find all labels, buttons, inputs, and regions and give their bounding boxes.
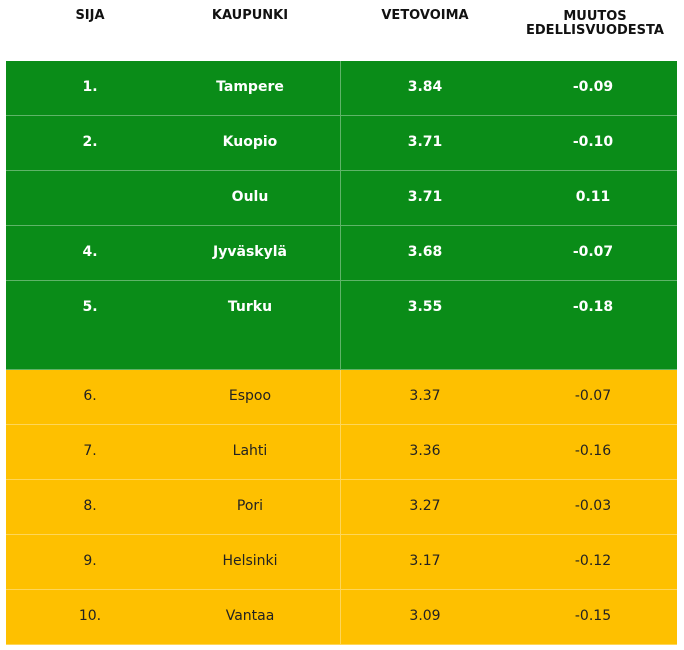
rank-cell: 8. [83, 498, 97, 514]
table-header: SIJA KAUPUNKI VETOVOIMA MUUTOS EDELLISVU… [0, 0, 684, 60]
change-cell: -0.07 [572, 244, 614, 260]
change-cell: -0.10 [572, 134, 614, 150]
city-cell: Pori [236, 498, 264, 514]
attraction-cell: 3.71 [407, 134, 443, 150]
change-cell: -0.18 [572, 299, 614, 315]
table-row: 10. Vantaa 3.09 -0.15 [6, 590, 677, 645]
rank-cell: 2. [82, 134, 98, 150]
change-cell: -0.07 [574, 388, 612, 404]
table-row: 7. Lahti 3.36 -0.16 [6, 425, 677, 480]
header-change-line1: MUUTOS [563, 9, 627, 24]
attraction-cell: 3.17 [409, 553, 441, 569]
attraction-cell: 3.09 [409, 608, 441, 624]
city-cell: Tampere [216, 79, 284, 95]
header-city: KAUPUNKI [211, 8, 289, 23]
attraction-cell: 3.37 [409, 388, 441, 404]
city-cell: Turku [227, 299, 273, 315]
table-row: 2. Kuopio 3.71 -0.10 [6, 116, 677, 171]
ranking-table: 1. Tampere 3.84 -0.09 2. Kuopio 3.71 -0.… [6, 61, 677, 645]
city-cell: Espoo [228, 388, 272, 404]
column-divider [340, 226, 341, 280]
header-change-line2: EDELLISVUODESTA [526, 23, 664, 38]
change-cell: -0.15 [574, 608, 612, 624]
change-cell: 0.11 [575, 189, 611, 205]
header-change: MUUTOS EDELLISVUODESTA [510, 10, 680, 38]
city-cell: Jyväskylä [213, 244, 287, 260]
attraction-cell: 3.55 [407, 299, 443, 315]
city-cell: Helsinki [222, 553, 278, 569]
change-cell: -0.16 [574, 443, 612, 459]
table-row: 5. Turku 3.55 -0.18 [6, 281, 677, 370]
table-row: 9. Helsinki 3.17 -0.12 [6, 535, 677, 590]
column-divider [340, 370, 341, 424]
city-cell: Vantaa [225, 608, 275, 624]
column-divider [340, 535, 341, 589]
rank-cell: 9. [83, 553, 97, 569]
city-cell: Kuopio [222, 134, 278, 150]
change-cell: -0.12 [574, 553, 612, 569]
column-divider [340, 171, 341, 225]
column-divider [340, 281, 341, 369]
column-divider [340, 590, 341, 644]
city-cell: Oulu [231, 189, 269, 205]
header-attraction: VETOVOIMA [381, 8, 469, 23]
table-row: 1. Tampere 3.84 -0.09 [6, 61, 677, 116]
table-row: Oulu 3.71 0.11 [6, 171, 677, 226]
attraction-cell: 3.68 [407, 244, 443, 260]
column-divider [340, 480, 341, 534]
rank-cell: 1. [82, 79, 98, 95]
header-rank: SIJA [75, 8, 105, 23]
rank-cell: 5. [82, 299, 98, 315]
attraction-cell: 3.71 [407, 189, 443, 205]
column-divider [340, 425, 341, 479]
city-cell: Lahti [232, 443, 268, 459]
table-row: 8. Pori 3.27 -0.03 [6, 480, 677, 535]
rank-cell: 4. [82, 244, 98, 260]
change-cell: -0.03 [574, 498, 612, 514]
column-divider [340, 61, 341, 115]
rank-cell: 7. [83, 443, 97, 459]
rank-cell: 10. [78, 608, 102, 624]
attraction-cell: 3.27 [409, 498, 441, 514]
attraction-cell: 3.84 [407, 79, 443, 95]
table-row: 6. Espoo 3.37 -0.07 [6, 370, 677, 425]
table-row: 4. Jyväskylä 3.68 -0.07 [6, 226, 677, 281]
rank-cell: 6. [83, 388, 97, 404]
change-cell: -0.09 [572, 79, 614, 95]
rank-cell [40, 171, 140, 226]
column-divider [340, 116, 341, 170]
attraction-cell: 3.36 [409, 443, 441, 459]
